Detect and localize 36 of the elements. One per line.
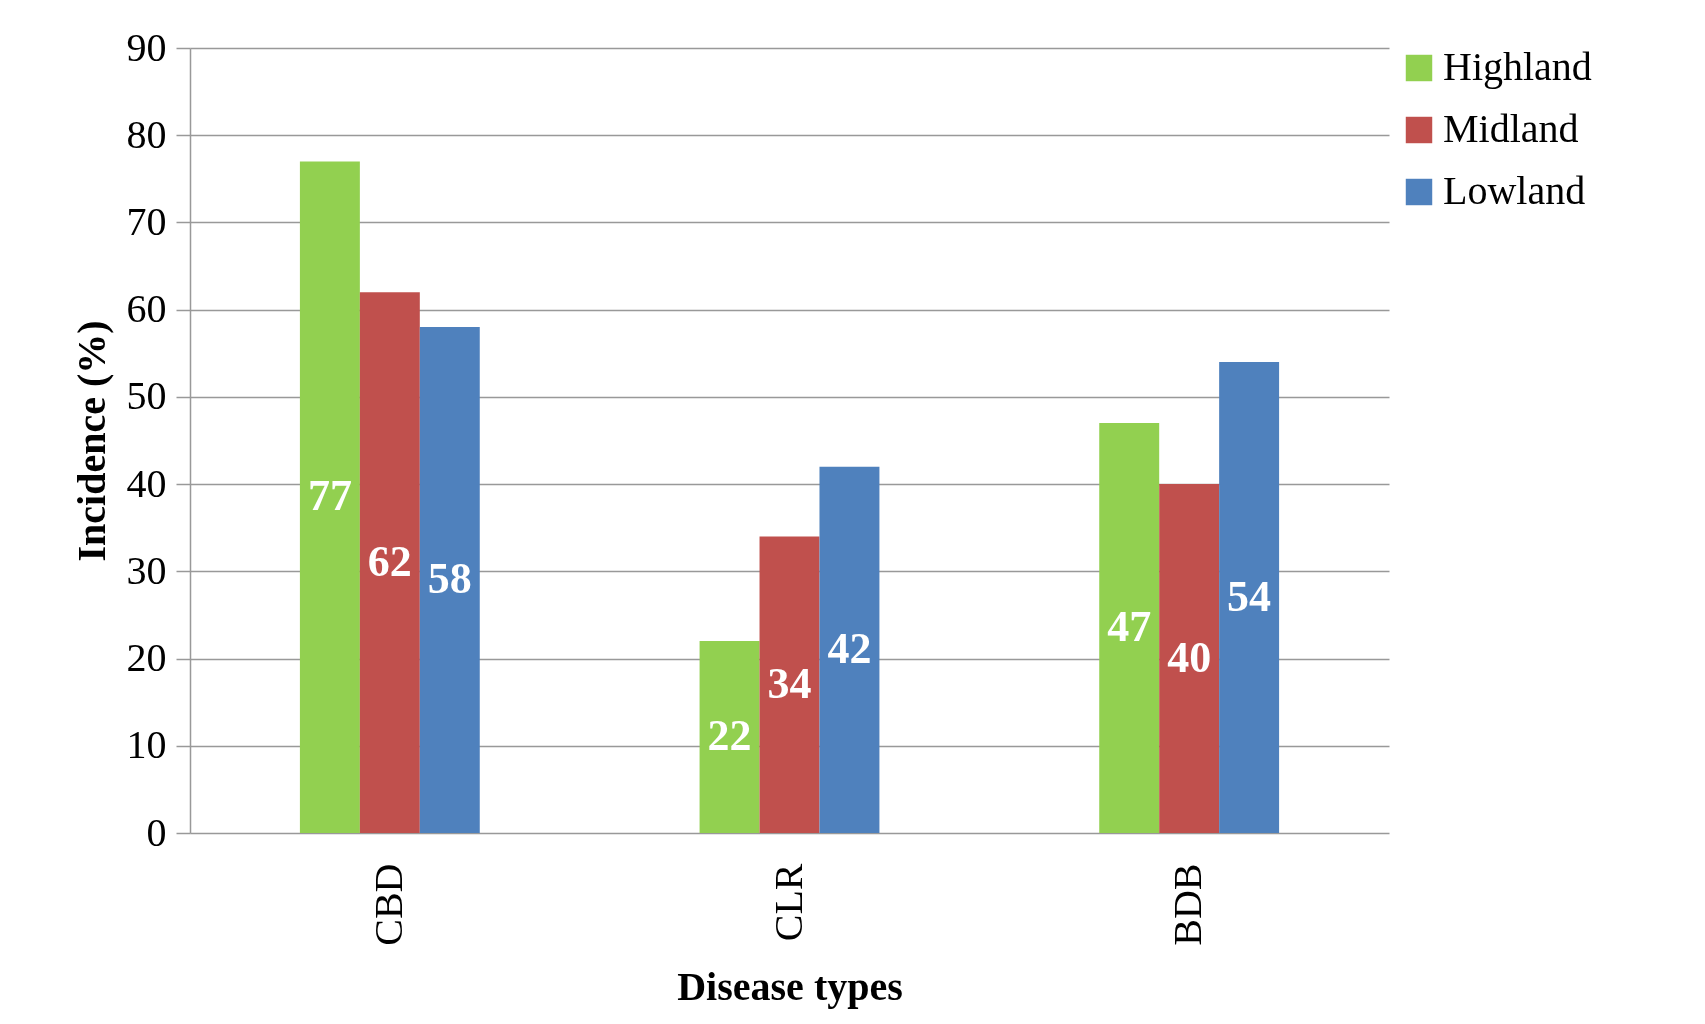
legend-label: Midland — [1443, 106, 1579, 151]
y-axis-title: Incidence (%) — [68, 320, 114, 562]
y-tick-label: 0 — [146, 809, 167, 855]
data-label: 40 — [1167, 632, 1212, 682]
y-tick-label: 10 — [126, 722, 167, 768]
bar — [1219, 362, 1280, 833]
y-tick-label: 50 — [126, 373, 167, 419]
data-label: 58 — [427, 554, 472, 604]
bar — [759, 536, 820, 833]
data-label: 34 — [767, 658, 812, 708]
y-tick-label: 40 — [126, 460, 167, 506]
x-tick-label: CBD — [365, 863, 411, 946]
bar — [299, 161, 360, 833]
bar — [419, 327, 480, 833]
legend-label: Lowland — [1443, 168, 1586, 213]
y-tick-label: 80 — [126, 111, 167, 157]
data-label: 42 — [827, 623, 872, 673]
y-tick-label: 30 — [126, 547, 167, 593]
bar — [1159, 484, 1220, 833]
y-tick-label: 60 — [126, 286, 167, 332]
y-tick-label: 20 — [126, 635, 167, 681]
y-tick-label: 90 — [126, 24, 167, 70]
legend-label: Highland — [1443, 44, 1592, 89]
x-axis-title: Disease types — [677, 963, 903, 1009]
data-label: 54 — [1227, 571, 1272, 621]
data-label: 47 — [1107, 602, 1152, 652]
bar — [359, 292, 420, 833]
x-tick-label: BDB — [1165, 863, 1211, 946]
data-label: 22 — [707, 711, 752, 761]
bar — [819, 466, 880, 833]
data-label: 77 — [307, 471, 352, 521]
bar — [699, 641, 760, 833]
bar — [1099, 423, 1160, 833]
x-tick-label: CLR — [765, 863, 811, 942]
data-label: 62 — [367, 536, 412, 586]
y-tick-label: 70 — [126, 198, 167, 244]
